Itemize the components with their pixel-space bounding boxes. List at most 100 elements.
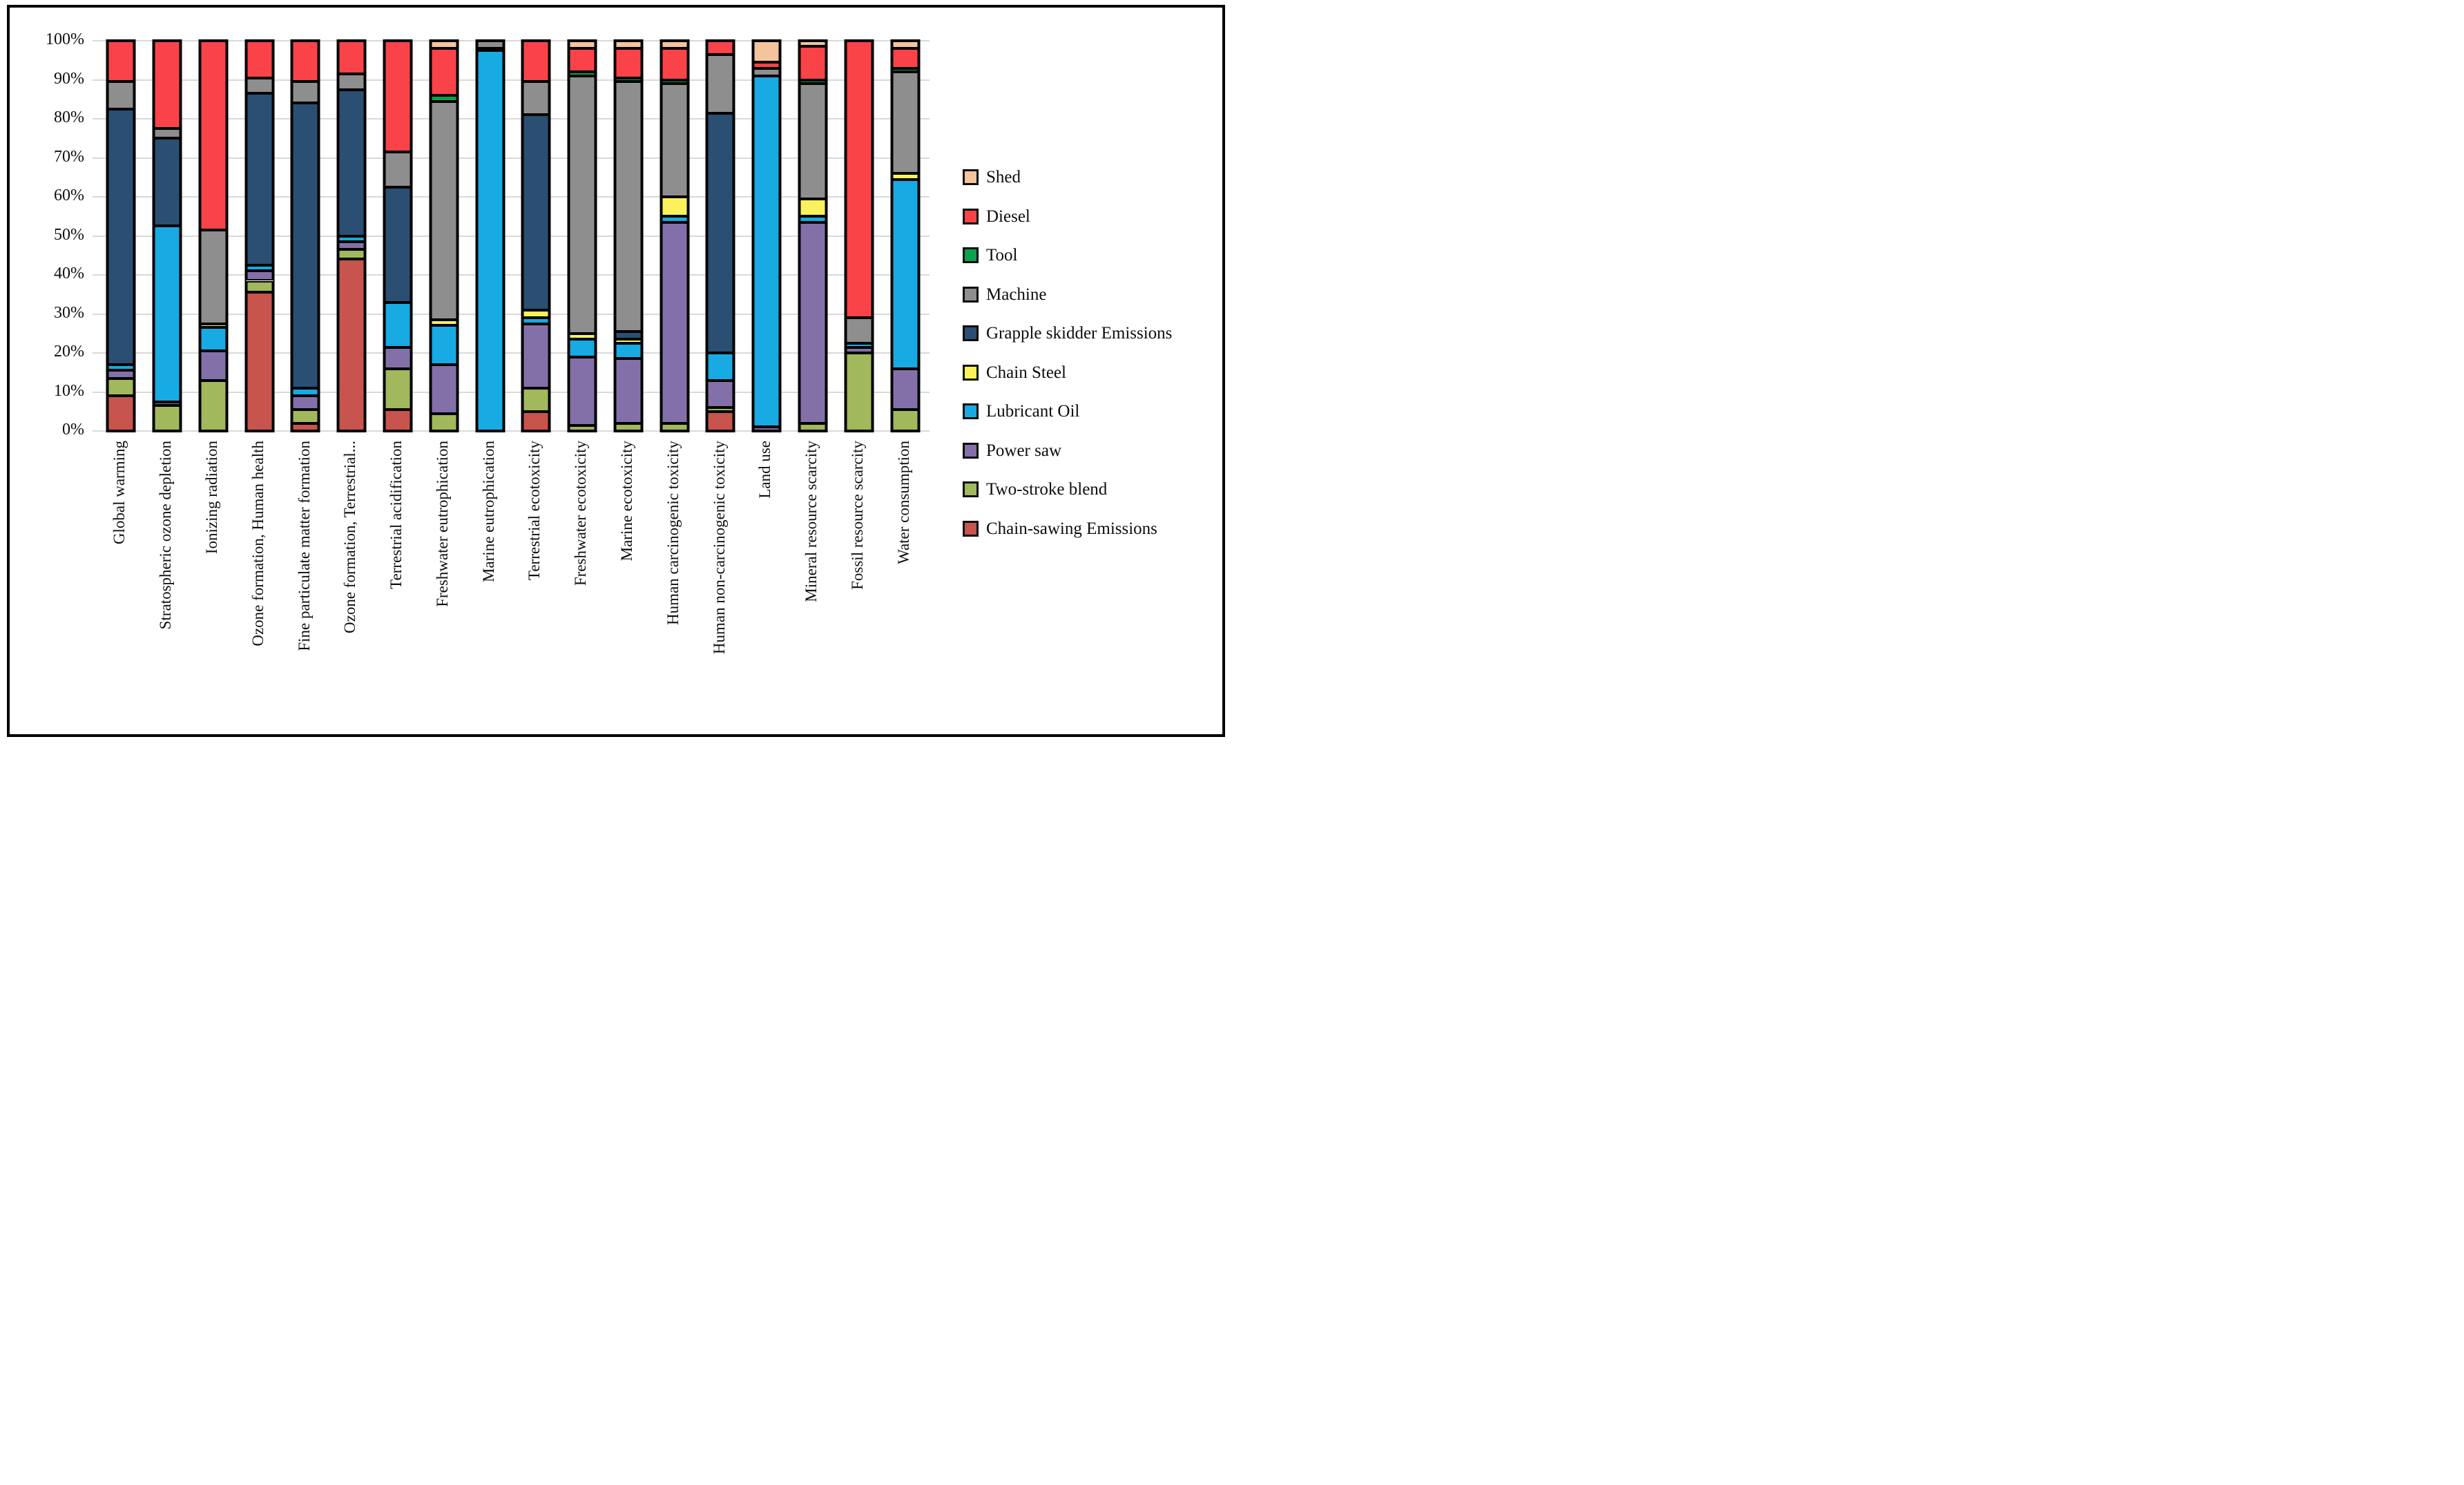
segment-lubricant-oil <box>845 343 873 347</box>
x-category-label: Human carcinogenic toxicity <box>664 441 682 625</box>
stacked-bar-freshwater-eutrophication <box>429 39 459 432</box>
segment-lubricant-oil <box>892 179 919 369</box>
segment-diesel <box>338 41 365 75</box>
legend-item-two-stroke-blend: Two-stroke blend <box>963 480 1172 499</box>
segment-chain-steel <box>430 319 458 326</box>
segment-diesel <box>753 62 780 68</box>
segment-machine <box>522 82 550 115</box>
segment-chain-steel <box>568 333 596 340</box>
x-category-label: Ozone formation, Terrestrial... <box>341 441 359 633</box>
stacked-bar-freshwater-ecotoxicity <box>567 39 597 432</box>
segment-two-stroke-blend <box>246 280 273 293</box>
segment-lubricant-oil <box>477 50 504 431</box>
bar-slot <box>744 39 790 432</box>
segment-power-saw <box>661 222 689 423</box>
segment-machine <box>430 101 458 320</box>
y-tick-label: 40% <box>54 265 84 282</box>
segment-tool <box>799 79 827 84</box>
segment-power-saw <box>153 401 181 406</box>
legend-item-power-saw: Power saw <box>963 441 1172 461</box>
gridline-100% <box>93 40 930 41</box>
segment-tool <box>430 95 458 102</box>
stacked-bar-stratospheric-ozone-depletion <box>152 39 182 432</box>
segment-two-stroke-blend <box>845 353 873 431</box>
figure-frame: 100% 90% 80% 70% 60% 50% 40% 30% 20% 10% 0% Global… <box>7 5 1225 737</box>
segment-lubricant-oil <box>706 353 734 381</box>
gridline-30% <box>93 313 930 315</box>
segment-grapple-skidder-emissions <box>291 103 319 388</box>
segment-tool <box>661 79 689 84</box>
segment-power-saw <box>706 380 734 408</box>
segment-machine <box>384 152 412 187</box>
segment-diesel <box>430 48 458 96</box>
gridline-90% <box>93 79 930 81</box>
bar-slot <box>697 39 744 432</box>
bar-slot <box>421 39 467 432</box>
segment-power-saw <box>568 356 596 425</box>
segment-diesel <box>892 48 919 68</box>
x-category-label: Terrestrial acidification <box>387 441 405 589</box>
gridline-50% <box>93 235 930 237</box>
x-category-label: Marine eutrophication <box>479 441 497 583</box>
stacked-bar-ionizing-radiation <box>198 39 229 432</box>
segment-shed <box>615 41 642 49</box>
segment-diesel <box>200 41 227 231</box>
bar-slot <box>882 39 928 432</box>
stacked-bar-marine-eutrophication <box>475 39 506 432</box>
bar-slot <box>329 39 375 432</box>
segment-two-stroke-blend <box>384 368 412 410</box>
segment-grapple-skidder-emissions <box>107 108 135 365</box>
segment-machine <box>799 84 827 199</box>
segment-chain-sawing-emissions <box>107 396 135 431</box>
segment-tool <box>568 72 596 76</box>
y-tick-label: 50% <box>54 225 84 244</box>
segment-diesel <box>661 48 689 80</box>
segment-power-saw <box>892 368 919 410</box>
legend-swatch-icon <box>963 208 979 224</box>
legend-swatch-icon <box>963 403 979 420</box>
segment-machine <box>892 72 919 174</box>
segment-shed <box>568 41 596 49</box>
segment-power-saw <box>291 396 319 410</box>
gridline-10% <box>93 391 930 393</box>
segment-machine <box>153 128 181 139</box>
segment-chain-steel <box>661 197 689 217</box>
segment-diesel <box>246 41 273 78</box>
segment-grapple-skidder-emissions <box>615 331 642 340</box>
y-tick-label: 0% <box>62 421 84 439</box>
bar-slot <box>651 39 697 432</box>
legend-swatch-icon <box>963 520 979 537</box>
segment-lubricant-oil <box>200 327 227 352</box>
legend-label: Chain-sawing Emissions <box>986 519 1157 538</box>
legend-item-shed: Shed <box>963 168 1172 187</box>
segment-machine <box>661 84 689 197</box>
segment-lubricant-oil <box>291 387 319 396</box>
segment-machine <box>568 75 596 334</box>
segment-chain-steel <box>522 309 550 318</box>
legend-label: Lubricant Oil <box>986 402 1080 421</box>
segment-power-saw <box>338 241 365 250</box>
segment-diesel <box>706 41 734 55</box>
legend-swatch-icon <box>963 286 979 303</box>
x-category-label: Global warming <box>110 441 128 545</box>
legend-item-tool: Tool <box>963 246 1172 265</box>
segment-two-stroke-blend <box>153 405 181 431</box>
segment-power-saw <box>799 222 827 423</box>
segment-diesel <box>845 41 873 318</box>
legend-item-chain-sawing-emissions: Chain-sawing Emissions <box>963 519 1172 539</box>
segment-power-saw <box>384 347 412 369</box>
x-category-label: Terrestrial ecotoxicity <box>526 441 543 581</box>
segment-lubricant-oil <box>153 226 181 402</box>
segment-two-stroke-blend <box>107 378 135 396</box>
segment-shed <box>799 41 827 47</box>
segment-two-stroke-blend <box>892 409 919 431</box>
segment-lubricant-oil <box>384 302 412 347</box>
segment-two-stroke-blend <box>338 249 365 260</box>
bar-slot <box>98 39 144 432</box>
segment-machine <box>200 230 227 324</box>
stacked-bar-fossil-resource-scarcity <box>844 39 874 432</box>
segment-machine <box>338 74 365 90</box>
segment-lubricant-oil <box>568 339 596 357</box>
segment-lubricant-oil <box>661 216 689 222</box>
x-category-label: Marine ecotoxicity <box>617 441 635 562</box>
